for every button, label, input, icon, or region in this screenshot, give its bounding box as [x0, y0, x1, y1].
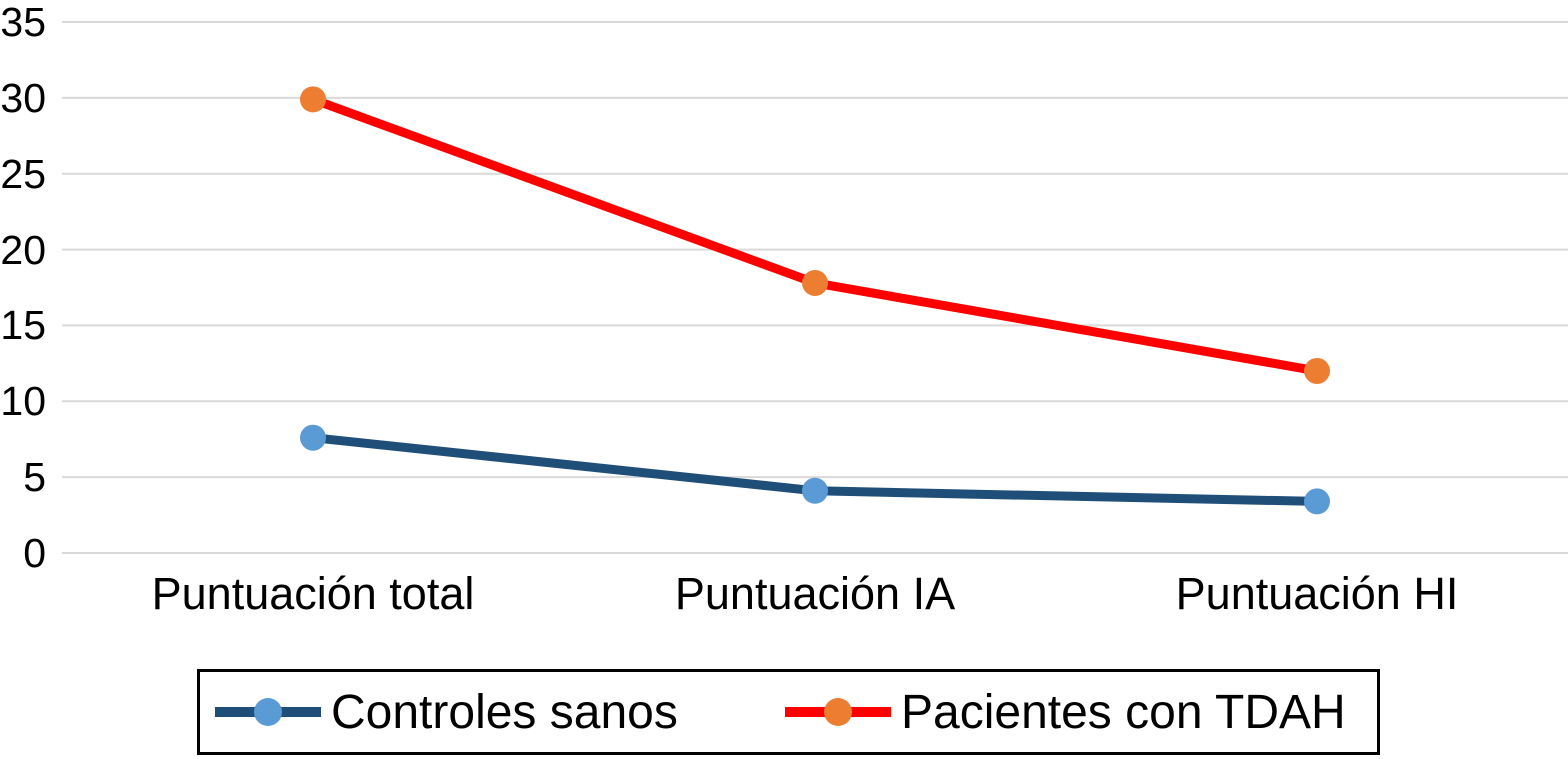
plot-area	[62, 21, 1568, 554]
x-category-label: Puntuación IA	[674, 568, 956, 619]
x-category-label: Puntuación HI	[1175, 568, 1459, 619]
legend-label-controles-sanos: Controles sanos	[331, 685, 678, 739]
data-point-marker-0-1	[802, 477, 828, 504]
data-point-marker-1-2	[1304, 357, 1330, 384]
y-tick-label: 35	[0, 0, 46, 45]
series-line-1	[308, 94, 1322, 376]
legend-item-controles-sanos: Controles sanos	[215, 672, 678, 752]
legend-marker-pacientes-tdah-icon	[785, 698, 891, 726]
data-point-marker-1-1	[802, 269, 828, 296]
y-tick-label: 0	[23, 530, 46, 576]
y-tick-label: 10	[0, 378, 46, 425]
y-tick-label: 30	[0, 74, 46, 121]
y-tick-label: 25	[0, 150, 46, 197]
legend-marker-controles-sanos-icon	[215, 698, 321, 726]
data-point-marker-1-0	[300, 86, 326, 113]
y-tick-label: 15	[0, 302, 46, 349]
y-tick-label: 20	[0, 226, 46, 273]
legend: Controles sanos Pacientes con TDAH	[197, 669, 1380, 755]
data-point-marker-0-0	[300, 424, 326, 451]
legend-item-pacientes-tdah: Pacientes con TDAH	[785, 672, 1346, 752]
y-tick-label: 5	[23, 454, 46, 501]
data-point-marker-0-2	[1304, 488, 1330, 515]
x-category-label: Puntuación total	[151, 568, 475, 619]
legend-label-pacientes-tdah: Pacientes con TDAH	[901, 685, 1346, 739]
